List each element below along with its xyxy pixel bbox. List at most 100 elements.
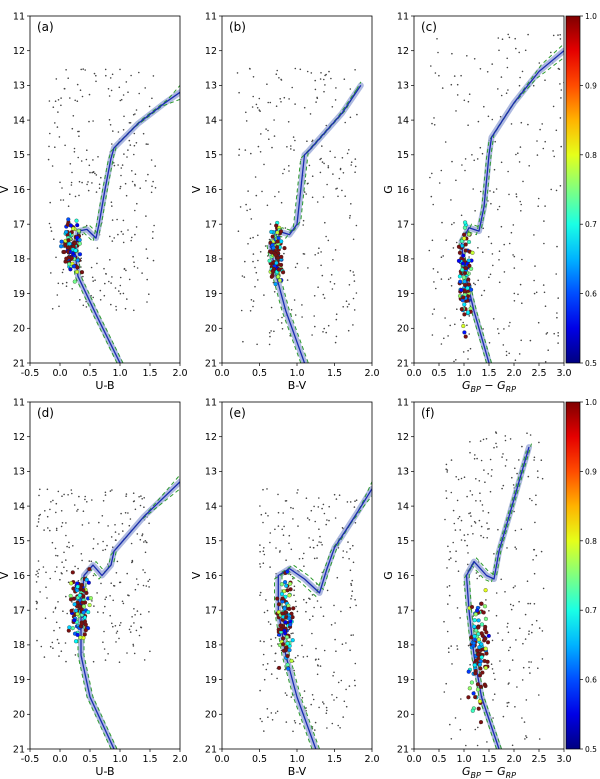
field-star (438, 74, 440, 77)
member-star (469, 604, 475, 610)
x-tick-label: 1.0 (456, 754, 471, 765)
field-star (505, 350, 508, 353)
isochrone-upper-band (463, 43, 564, 363)
field-star (482, 251, 484, 253)
field-star (115, 641, 117, 643)
field-star (37, 572, 39, 575)
field-star (440, 169, 443, 172)
field-star (305, 497, 308, 500)
field-star (485, 599, 487, 601)
field-star (57, 601, 59, 603)
field-star (55, 502, 58, 505)
field-star (335, 318, 338, 321)
field-star (333, 671, 335, 674)
member-star (477, 699, 483, 704)
field-star (328, 505, 331, 508)
field-star (455, 179, 457, 182)
field-star (466, 324, 468, 327)
field-star (555, 189, 558, 192)
y-tick-label: 13 (397, 81, 409, 92)
y-tick-label: 20 (205, 324, 217, 335)
field-star (460, 519, 463, 522)
field-star (456, 94, 459, 96)
field-star (56, 638, 59, 641)
field-star (323, 512, 326, 515)
field-star (445, 239, 448, 241)
field-star (524, 738, 526, 740)
field-star (513, 300, 516, 302)
field-star (309, 546, 312, 548)
field-star (445, 490, 447, 492)
field-star (514, 529, 517, 532)
field-star (525, 699, 528, 701)
field-star (340, 679, 343, 682)
x-tick-label: 1.5 (481, 754, 496, 765)
field-star (430, 195, 433, 198)
field-star (470, 515, 472, 517)
field-star (349, 88, 352, 90)
field-star (466, 544, 469, 547)
member-star (68, 267, 73, 272)
member-star (72, 618, 77, 623)
field-star (292, 507, 294, 510)
field-star (275, 73, 278, 75)
member-star (462, 279, 467, 284)
member-star (476, 637, 481, 642)
field-star (508, 669, 511, 671)
field-star (334, 156, 336, 159)
field-star (81, 181, 83, 184)
field-star (305, 193, 308, 195)
field-star (76, 83, 79, 86)
field-star (559, 83, 561, 85)
field-star (286, 279, 289, 281)
field-star (505, 459, 508, 461)
field-star (250, 152, 252, 155)
member-star (77, 241, 82, 246)
field-star (478, 575, 481, 577)
field-star (518, 600, 520, 603)
field-star (343, 78, 346, 80)
field-star (314, 88, 317, 91)
field-star (74, 565, 76, 568)
field-star (342, 172, 345, 174)
member-star (462, 225, 467, 230)
field-star (349, 548, 352, 550)
member-star (484, 651, 489, 656)
field-star (322, 503, 325, 506)
field-star (254, 266, 256, 269)
field-star (49, 508, 51, 511)
field-star (474, 522, 477, 524)
field-star (288, 170, 290, 172)
field-star (482, 227, 485, 230)
field-star (344, 195, 347, 197)
field-star (462, 321, 465, 324)
field-star (141, 272, 143, 274)
field-star (77, 580, 80, 582)
field-star (310, 72, 313, 74)
field-star (78, 495, 80, 498)
field-star (482, 438, 485, 441)
field-star (109, 490, 112, 492)
field-star (471, 494, 474, 496)
y-axis-label: G (382, 571, 395, 580)
field-star (455, 359, 457, 361)
field-star (306, 70, 309, 73)
field-star (534, 521, 536, 524)
member-star (469, 680, 474, 685)
field-star (324, 221, 326, 224)
field-star (293, 589, 296, 591)
field-star (44, 510, 46, 512)
field-star (274, 195, 276, 198)
field-star (523, 721, 526, 723)
colorbar-tick-label: 0.8 (585, 151, 597, 160)
field-star (242, 340, 244, 343)
member-star (473, 612, 478, 617)
member-star (270, 234, 275, 239)
field-star (115, 632, 118, 634)
member-star (73, 608, 79, 613)
field-star (275, 547, 277, 549)
field-star (354, 69, 356, 71)
field-star (545, 333, 548, 335)
field-star (97, 543, 99, 545)
field-star (513, 510, 515, 513)
